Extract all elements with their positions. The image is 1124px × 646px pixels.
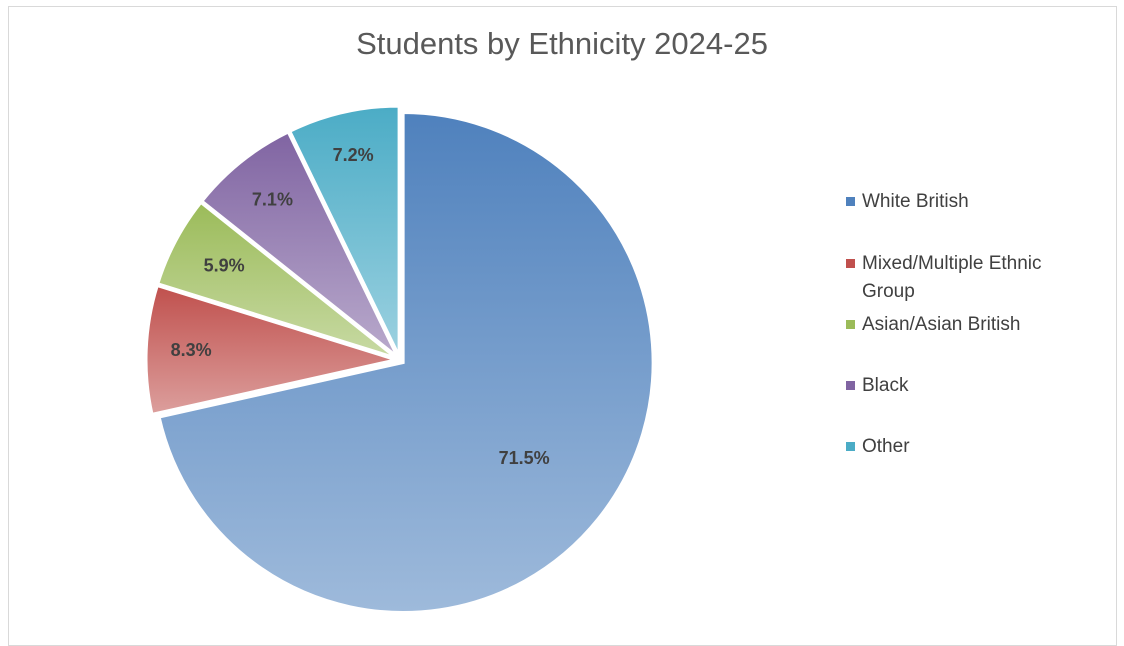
legend-label: Mixed/Multiple Ethnic Group xyxy=(862,253,1042,302)
data-label-black: 7.1% xyxy=(252,190,293,210)
chart-title: Students by Ethnicity 2024-25 xyxy=(356,26,768,61)
pie-slice-black xyxy=(199,130,399,359)
legend-label: Asian/Asian British xyxy=(862,314,1021,335)
legend-label: Black xyxy=(862,375,909,396)
pie-slice-white-british xyxy=(157,110,655,614)
legend-swatch xyxy=(846,197,855,206)
data-label-other: 7.2% xyxy=(333,145,374,165)
legend-label: White British xyxy=(862,191,969,212)
legend-swatch xyxy=(846,381,855,390)
legend-swatch xyxy=(846,259,855,268)
pie-slice-asian-asian-british xyxy=(155,200,398,360)
legend-swatch xyxy=(846,320,855,329)
data-label-asian-asian-british: 5.9% xyxy=(204,256,245,276)
legend-label: Other xyxy=(862,436,910,457)
data-label-mixed-multiple-ethnic-group: 8.3% xyxy=(171,340,212,360)
legend-swatch xyxy=(846,442,855,451)
pie-slice-mixed-multiple-ethnic-group xyxy=(144,283,402,417)
data-label-white-british: 71.5% xyxy=(499,448,550,468)
pie-slice-other xyxy=(287,104,401,357)
